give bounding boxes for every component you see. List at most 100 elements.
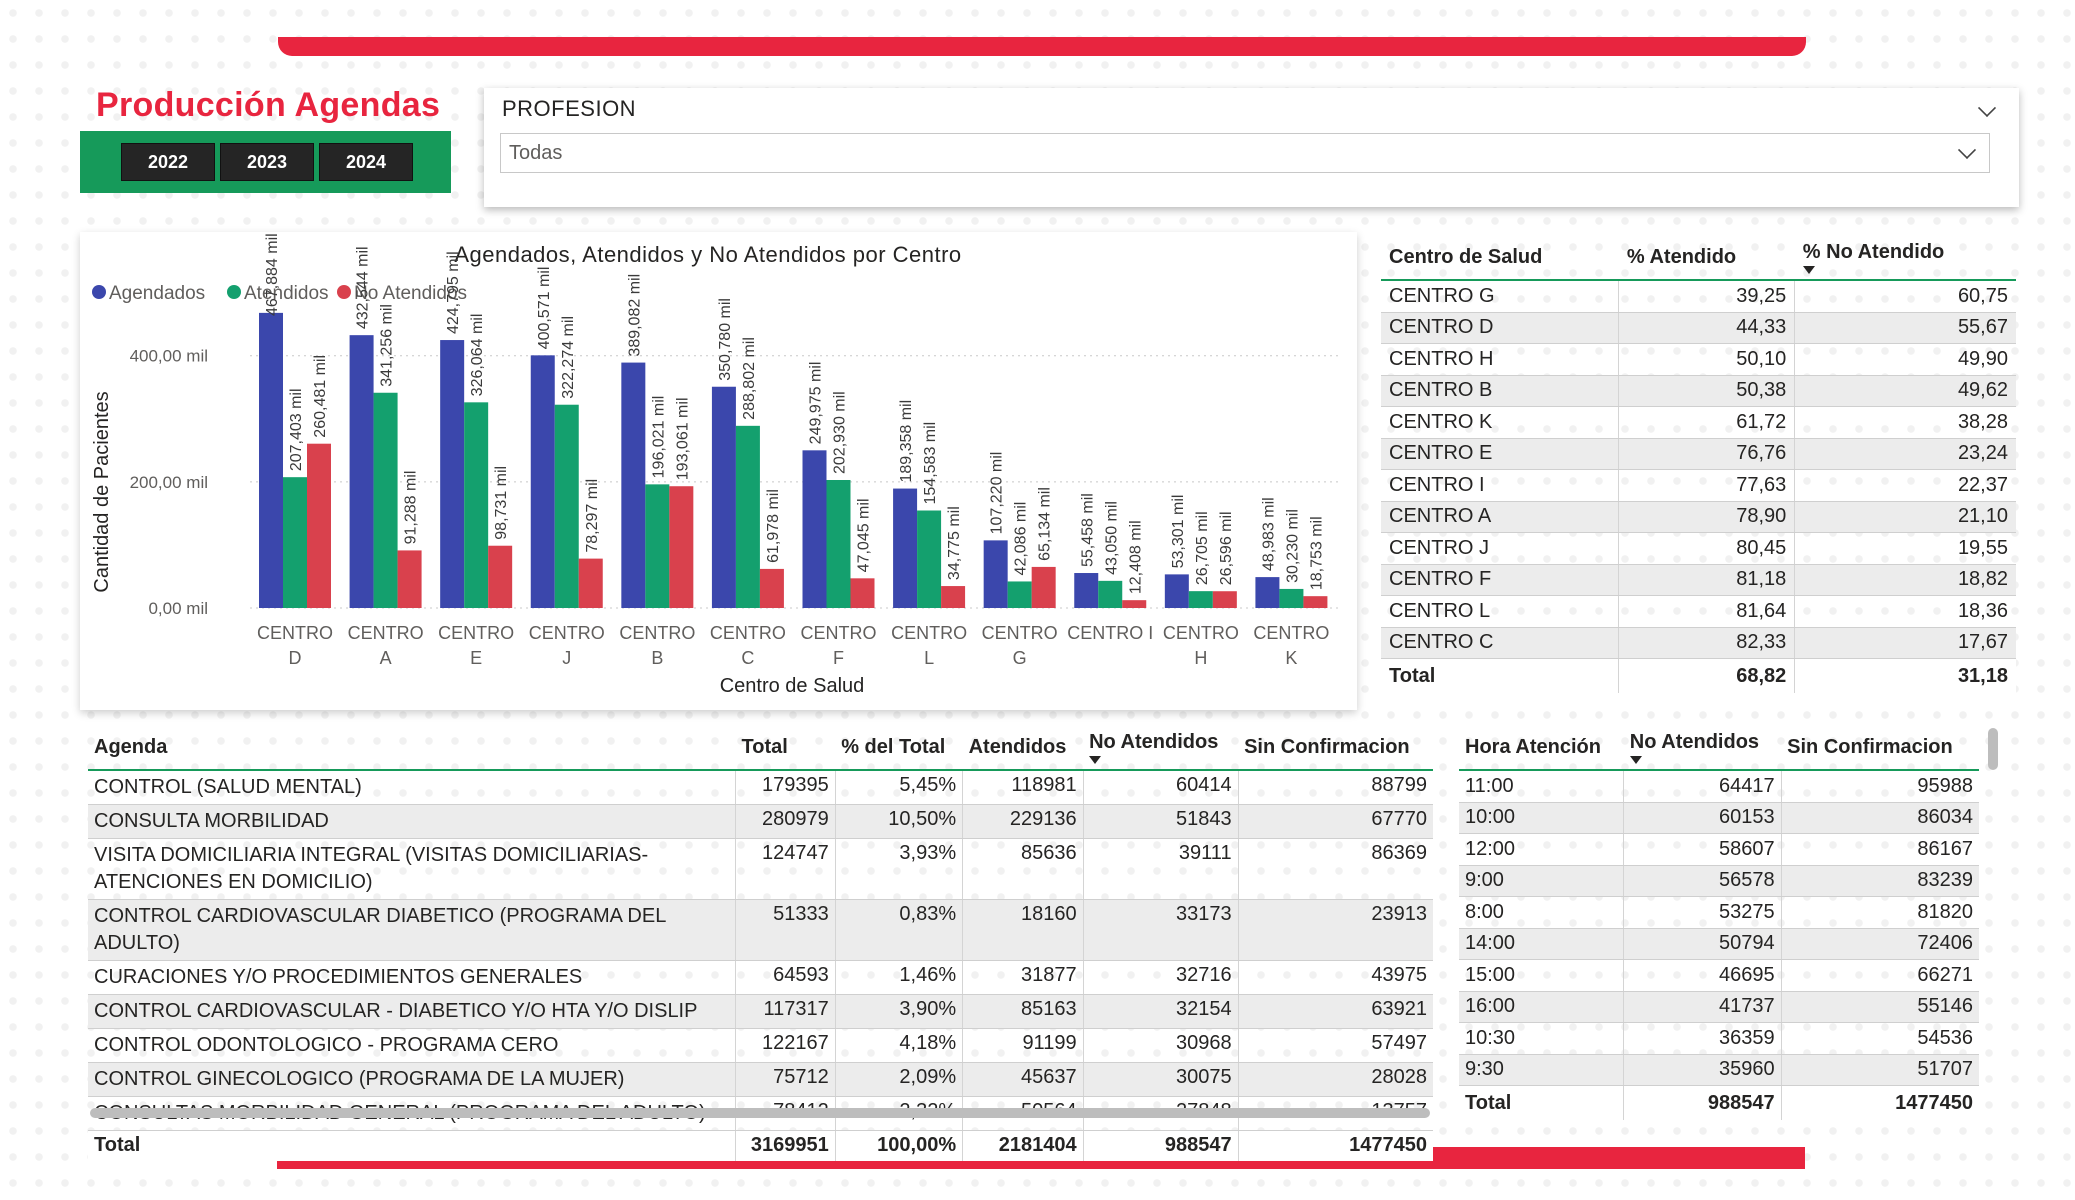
- vertical-scrollbar[interactable]: [1988, 728, 1998, 770]
- slicer-label: PROFESION: [502, 96, 637, 121]
- sort-desc-icon: [1629, 755, 1642, 764]
- total-cell: 988547: [1623, 1085, 1782, 1120]
- data-label: 55,458 mil: [1079, 493, 1096, 567]
- table-cell: 86369: [1237, 838, 1433, 900]
- table-row[interactable]: CENTRO K 61,72 38,28: [1381, 406, 2016, 439]
- x-tick-label: K: [1285, 648, 1297, 668]
- table-row[interactable]: CONTROL GINECOLOGICO (PROGRAMA DE LA MUJ…: [88, 1062, 1433, 1097]
- col-header-hora[interactable]: Hora Atención: [1459, 725, 1624, 771]
- col-header-sin-confirmacion[interactable]: Sin Confirmacion: [1238, 725, 1433, 771]
- table-row[interactable]: CENTRO F 81,18 18,82: [1381, 564, 2016, 596]
- year-button-2023[interactable]: 2023: [220, 143, 314, 181]
- total-cell: Total: [88, 1130, 736, 1161]
- x-tick-label: CENTRO: [982, 623, 1058, 643]
- legend-label: Agendados: [109, 283, 205, 304]
- table-row[interactable]: CENTRO E 76,76 23,24: [1381, 438, 2016, 470]
- table-row[interactable]: CENTRO C 82,33 17,67: [1381, 627, 2016, 659]
- col-header-hora-sin-confirmacion[interactable]: Sin Confirmacion: [1781, 725, 1979, 771]
- data-label: 43,050 mil: [1103, 501, 1120, 575]
- table-row[interactable]: 14:00 50794 72406: [1459, 928, 1979, 960]
- table-row[interactable]: CENTRO B 50,38 49,62: [1381, 375, 2016, 407]
- x-tick-label: CENTRO I: [1067, 623, 1153, 643]
- col-header-agenda[interactable]: Agenda: [88, 725, 736, 771]
- table-row[interactable]: 9:30 35960 51707: [1459, 1054, 1979, 1086]
- legend-label: No Atendidos: [354, 283, 467, 304]
- bar-no-atendidos: [1122, 600, 1147, 608]
- col-header-pct-total[interactable]: % del Total: [835, 725, 963, 771]
- total-cell: 2181404: [962, 1130, 1084, 1161]
- profesion-dropdown[interactable]: Todas: [500, 133, 1990, 173]
- table-row[interactable]: CURACIONES Y/O PROCEDIMIENTOS GENERALES 6…: [88, 960, 1433, 995]
- data-label: 288,802 mil: [741, 337, 758, 420]
- table-cell: 117317: [735, 994, 836, 1029]
- col-header-atendidos[interactable]: Atendidos: [962, 725, 1084, 771]
- table-row[interactable]: CONSULTA MORBILIDAD 280979 10,50% 229136 518…: [88, 804, 1433, 839]
- table-row[interactable]: 12:00 58607 86167: [1459, 833, 1979, 866]
- total-cell: 988547: [1082, 1130, 1239, 1161]
- table-row[interactable]: 11:00 64417 95988: [1459, 770, 1979, 803]
- table-cell: 17,67: [1794, 627, 2016, 659]
- table-row[interactable]: 10:30 36359 54536: [1459, 1022, 1979, 1055]
- x-tick-label: CENTRO: [710, 623, 786, 643]
- x-tick-label: A: [380, 648, 392, 668]
- table-cell: CENTRO A: [1381, 501, 1619, 533]
- table-cell: CENTRO F: [1381, 564, 1619, 596]
- table-cell: 14:00: [1459, 928, 1624, 960]
- col-header-hora-no-atendidos[interactable]: No Atendidos: [1623, 725, 1782, 771]
- table-row[interactable]: CENTRO A 78,90 21,10: [1381, 501, 2016, 533]
- table-cell: 85636: [962, 838, 1084, 900]
- col-header-total[interactable]: Total: [735, 725, 836, 771]
- table-row[interactable]: CENTRO D 44,33 55,67: [1381, 312, 2016, 344]
- table-cell: CENTRO G: [1381, 280, 1619, 313]
- table-cell: 18,82: [1794, 564, 2016, 596]
- table-cell: 10,50%: [834, 804, 963, 839]
- col-header-pct-atendido[interactable]: % Atendido: [1618, 235, 1795, 281]
- total-cell: Total: [1381, 658, 1619, 693]
- table-cell: 122167: [735, 1028, 836, 1063]
- table-row[interactable]: CENTRO G 39,25 60,75: [1381, 280, 2016, 313]
- col-header-pct-no-atendido[interactable]: % No Atendido: [1794, 235, 2016, 281]
- table-row[interactable]: 16:00 41737 55146: [1459, 991, 1979, 1023]
- collapse-chevron-icon[interactable]: [1977, 98, 1997, 118]
- year-button-2024[interactable]: 2024: [319, 143, 413, 181]
- table-row[interactable]: CONTROL ODONTOLOGICO - PROGRAMA CERO 1221…: [88, 1028, 1433, 1063]
- bar-agendados: [1255, 577, 1280, 608]
- total-cell: 68,82: [1618, 658, 1795, 693]
- data-label: 260,481 mil: [312, 355, 329, 438]
- bar-agendados: [349, 335, 374, 608]
- x-tick-label: CENTRO: [891, 623, 967, 643]
- x-tick-label: CENTRO: [1253, 623, 1329, 643]
- bar-atendidos: [464, 402, 489, 608]
- table-cell: 53275: [1623, 896, 1782, 929]
- table-cell: 81,64: [1618, 595, 1795, 628]
- table-row[interactable]: CENTRO H 50,10 49,90: [1381, 343, 2016, 376]
- col-header-centro[interactable]: Centro de Salud: [1381, 235, 1619, 281]
- table-row[interactable]: CONTROL CARDIOVASCULAR - DIABETICO Y/O H…: [88, 994, 1433, 1029]
- bar-agendados: [1164, 574, 1189, 608]
- bar-agendados: [621, 362, 646, 608]
- horizontal-scrollbar[interactable]: [90, 1108, 1430, 1118]
- bar-no-atendidos: [1212, 591, 1237, 608]
- year-button-2022[interactable]: 2022: [121, 143, 215, 181]
- table-row[interactable]: CONTROL CARDIOVASCULAR DIABETICO (PROGRA…: [88, 899, 1433, 961]
- table-row[interactable]: CENTRO I 77,63 22,37: [1381, 469, 2016, 502]
- table-row[interactable]: CENTRO J 80,45 19,55: [1381, 532, 2016, 565]
- x-tick-label: CENTRO: [529, 623, 605, 643]
- data-label: 389,082 mil: [626, 274, 643, 357]
- table-row[interactable]: 8:00 53275 81820: [1459, 896, 1979, 929]
- table-row[interactable]: 10:00 60153 86034: [1459, 802, 1979, 834]
- table-row[interactable]: VISITA DOMICILIARIA INTEGRAL (VISITAS DO…: [88, 838, 1433, 900]
- x-tick-label: CENTRO: [257, 623, 333, 643]
- x-tick-label: C: [741, 648, 754, 668]
- table-cell: VISITA DOMICILIARIA INTEGRAL (VISITAS DO…: [88, 838, 736, 900]
- table-row[interactable]: 9:00 56578 83239: [1459, 865, 1979, 897]
- bar-agendados: [530, 355, 555, 608]
- bar-atendidos: [1279, 588, 1304, 608]
- table-cell: 67770: [1237, 804, 1433, 839]
- col-header-no-atendidos[interactable]: No Atendidos: [1083, 725, 1239, 771]
- table-row[interactable]: 15:00 46695 66271: [1459, 959, 1979, 992]
- data-label: 42,086 mil: [1013, 502, 1030, 576]
- table-row[interactable]: CENTRO L 81,64 18,36: [1381, 595, 2016, 628]
- table-row[interactable]: CONTROL (SALUD MENTAL) 179395 5,45% 118981 6…: [88, 770, 1433, 805]
- bar-atendidos: [554, 404, 579, 608]
